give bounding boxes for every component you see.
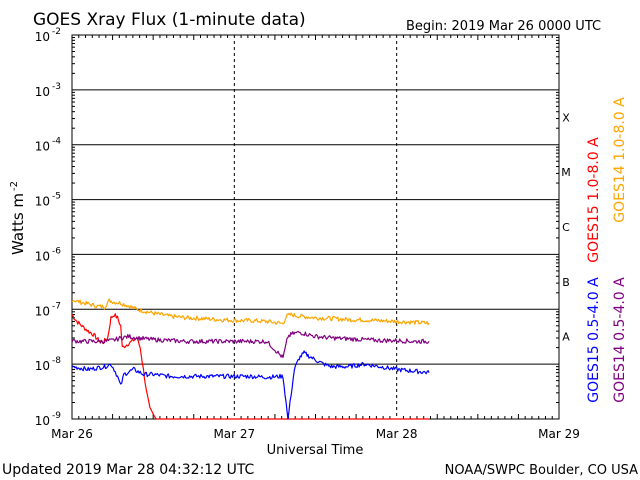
y-tick-label: 10: [35, 140, 50, 154]
legend-entry: GOES14 0.5-4.0 A: [612, 277, 628, 403]
series-layer: [71, 298, 430, 420]
y-tick-exponent: -6: [52, 246, 61, 256]
y-tick-layer: 10-910-810-710-610-510-410-310-2: [35, 27, 559, 428]
y-axis-label: Watts m -2: [9, 181, 27, 255]
series-line: [71, 298, 430, 326]
y-tick-base: 10: [35, 359, 50, 373]
y-tick-base: 10: [35, 140, 50, 154]
flare-class-label: C: [562, 221, 570, 234]
y-tick-label: 10: [35, 30, 50, 44]
flare-class-label: A: [562, 331, 570, 344]
grid-layer: [72, 35, 559, 419]
y-axis-label-text: Watts m: [9, 193, 27, 255]
legend-entry: GOES14 1.0-8.0 A: [612, 97, 628, 223]
y-tick-label: 10: [35, 195, 50, 209]
series-line: [71, 313, 430, 420]
legend-entry: GOES15 0.5-4.0 A: [586, 277, 602, 403]
y-tick-label: 10: [35, 414, 50, 428]
flare-class-layer: A B C M X: [561, 111, 571, 343]
y-tick-exponent: -4: [52, 137, 61, 147]
y-tick-label: 10: [35, 85, 50, 99]
y-tick-exponent: -5: [52, 192, 61, 202]
chart-title: GOES Xray Flux (1-minute data): [33, 10, 306, 30]
y-tick-exponent: -2: [52, 27, 61, 37]
x-tick-label: Mar 28: [376, 427, 418, 441]
x-axis-label: Universal Time: [267, 443, 364, 458]
y-tick-label: 10: [35, 304, 50, 318]
y-tick-exponent: -3: [52, 82, 61, 92]
y-axis-label-exponent: -2: [9, 181, 20, 191]
y-tick-exponent: -8: [52, 356, 61, 366]
legend-entry: GOES15 1.0-8.0 A: [586, 137, 602, 263]
series-line: [71, 350, 430, 420]
plot-frame: [71, 34, 560, 420]
flare-class-label: B: [562, 276, 570, 289]
y-tick-base: 10: [35, 85, 50, 99]
y-tick-label: 10: [35, 359, 50, 373]
legend-layer: GOES15 1.0-8.0 A GOES14 1.0-8.0 A GOES15 0…: [586, 97, 628, 403]
y-tick-base: 10: [35, 414, 50, 428]
y-tick-exponent: -9: [52, 411, 61, 421]
updated-timestamp: Updated 2019 Mar 28 04:32:12 UTC: [2, 462, 255, 478]
y-tick-base: 10: [35, 195, 50, 209]
x-tick-label: Mar 27: [213, 427, 255, 441]
flare-class-label: X: [562, 111, 570, 124]
y-tick-label: 10: [35, 249, 50, 263]
series-line: [71, 330, 430, 359]
y-tick-base: 10: [35, 304, 50, 318]
begin-label: Begin: 2019 Mar 26 0000 UTC: [406, 19, 601, 34]
credit-label: NOAA/SWPC Boulder, CO USA: [445, 463, 638, 478]
flare-class-label: M: [561, 166, 571, 179]
y-tick-exponent: -7: [52, 301, 61, 311]
x-tick-label: Mar 29: [538, 427, 580, 441]
y-tick-base: 10: [35, 249, 50, 263]
x-tick-label: Mar 26: [51, 427, 93, 441]
y-tick-base: 10: [35, 30, 50, 44]
x-tick-layer: Mar 26 Mar 27 Mar 28 Mar 29: [51, 35, 580, 441]
